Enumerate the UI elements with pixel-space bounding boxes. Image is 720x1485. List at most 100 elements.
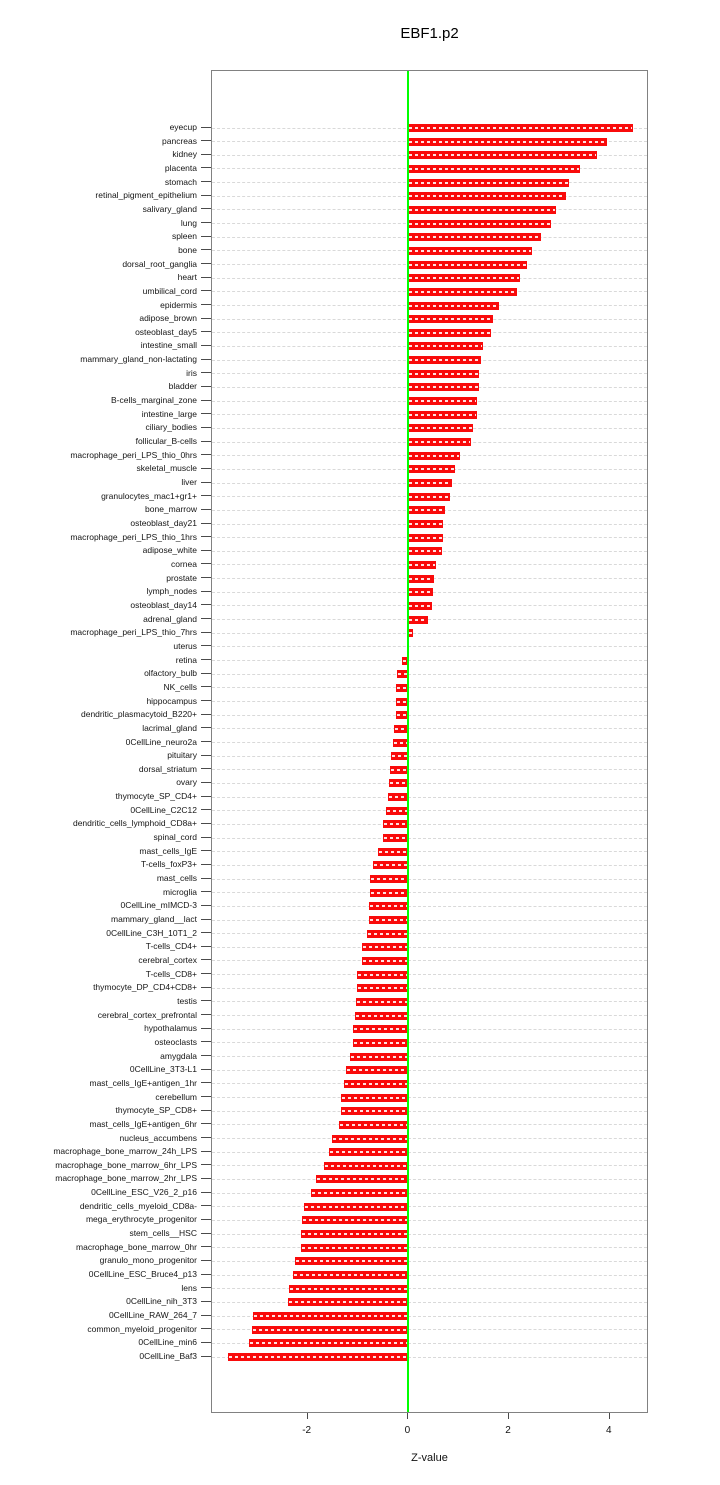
bar-dash-overlay (390, 768, 408, 771)
row-label: liver (181, 477, 197, 488)
bar (301, 1216, 409, 1225)
bar (408, 246, 532, 255)
bar (349, 1052, 409, 1061)
bar (408, 629, 414, 638)
row-guide (212, 919, 647, 921)
row-label: mast_cells (156, 873, 197, 884)
row-label: lymph_nodes (146, 586, 197, 597)
row-guide (212, 810, 647, 812)
row-guide (212, 1042, 647, 1044)
bar-dash-overlay (249, 1342, 408, 1345)
bar-dash-overlay (409, 140, 607, 143)
bar-dash-overlay (402, 659, 408, 662)
y-tick (201, 672, 211, 674)
y-tick (201, 686, 211, 688)
row-label: kidney (172, 149, 197, 160)
row-label: thymocyte_SP_CD4+ (115, 791, 198, 802)
row-label: 0CellLine_Baf3 (139, 1351, 197, 1361)
bar (368, 902, 409, 911)
y-tick (201, 1000, 211, 1002)
bar-dash-overlay (409, 181, 569, 184)
row-guide (212, 701, 647, 703)
bar-dash-overlay (362, 959, 408, 962)
y-tick (201, 454, 211, 456)
row-guide (212, 1028, 647, 1030)
y-tick (201, 590, 211, 592)
y-tick (201, 440, 211, 442)
y-tick (201, 741, 211, 742)
row-label: nucleus_accumbens (119, 1132, 198, 1143)
row-label: granulo_mono_progenitor (99, 1255, 197, 1266)
row-label: bone_marrow (145, 504, 197, 515)
row-label: dorsal_striatum (138, 763, 197, 774)
x-tick-label: 0 (404, 1425, 411, 1436)
bar-dash-overlay (396, 714, 408, 717)
row-label: thymocyte_SP_CD8+ (115, 1105, 198, 1116)
bar-dash-overlay (253, 1315, 408, 1318)
bar-dash-overlay (409, 195, 565, 198)
y-tick (201, 317, 211, 319)
bar (292, 1271, 409, 1280)
bar-dash-overlay (409, 359, 481, 362)
y-tick (201, 754, 211, 756)
row-guide (212, 864, 647, 866)
y-tick (201, 1082, 211, 1084)
bar-dash-overlay (409, 509, 444, 512)
bar-dash-overlay (409, 604, 431, 607)
y-tick (201, 822, 211, 824)
bar (340, 1107, 409, 1116)
y-tick (201, 631, 211, 633)
row-label: 0CellLine_3T3-L1 (129, 1064, 197, 1075)
y-tick (201, 222, 211, 224)
row-guide (212, 851, 647, 853)
row-guide (212, 1301, 647, 1303)
row-guide (212, 1274, 647, 1276)
bar-dash-overlay (370, 878, 408, 881)
bar (340, 1093, 409, 1102)
row-label: cerebral_cortex_prefrontal (97, 1009, 197, 1020)
bar-dash-overlay (409, 290, 517, 293)
row-label: macrophage_bone_marrow_0hr (76, 1241, 197, 1252)
row-label: T-cells_CD4+ (145, 941, 197, 952)
row-guide (212, 1192, 647, 1194)
bar (383, 820, 409, 829)
bar (385, 806, 409, 815)
y-tick (201, 344, 211, 346)
bar (408, 397, 478, 406)
row-label: ovary (176, 777, 197, 788)
y-tick (201, 372, 211, 374)
bar (408, 438, 472, 447)
row-guide (212, 742, 647, 743)
row-guide (212, 1342, 647, 1344)
row-label: 0CellLine_C3H_10T1_2 (106, 927, 197, 938)
y-tick (201, 1328, 211, 1330)
bar-dash-overlay (409, 482, 452, 485)
y-tick (201, 645, 211, 647)
bar (408, 533, 443, 542)
y-tick (201, 290, 211, 292)
bar-dash-overlay (409, 618, 427, 621)
bar (377, 847, 409, 856)
bar (408, 547, 443, 556)
row-label: umbilical_cord (142, 285, 197, 296)
row-guide (212, 1015, 647, 1017)
bar-dash-overlay (228, 1356, 408, 1358)
y-tick (201, 1068, 211, 1070)
y-tick (201, 1273, 211, 1275)
bar-dash-overlay (409, 167, 580, 170)
row-guide (212, 892, 647, 894)
bar (227, 1353, 409, 1361)
row-label: bone (178, 244, 197, 255)
row-label: lens (181, 1282, 197, 1293)
bar (408, 410, 477, 419)
bar-dash-overlay (409, 345, 483, 348)
bar (382, 834, 409, 843)
row-guide (212, 1233, 647, 1235)
y-tick (201, 167, 211, 169)
row-label: 0CellLine_ESC_V26_2_p16 (91, 1187, 197, 1198)
y-tick (201, 1341, 211, 1343)
bar-dash-overlay (409, 127, 632, 129)
row-label: intestine_small (140, 340, 197, 351)
chart-title: EBF1.p2 (400, 25, 459, 42)
bar (408, 151, 598, 160)
